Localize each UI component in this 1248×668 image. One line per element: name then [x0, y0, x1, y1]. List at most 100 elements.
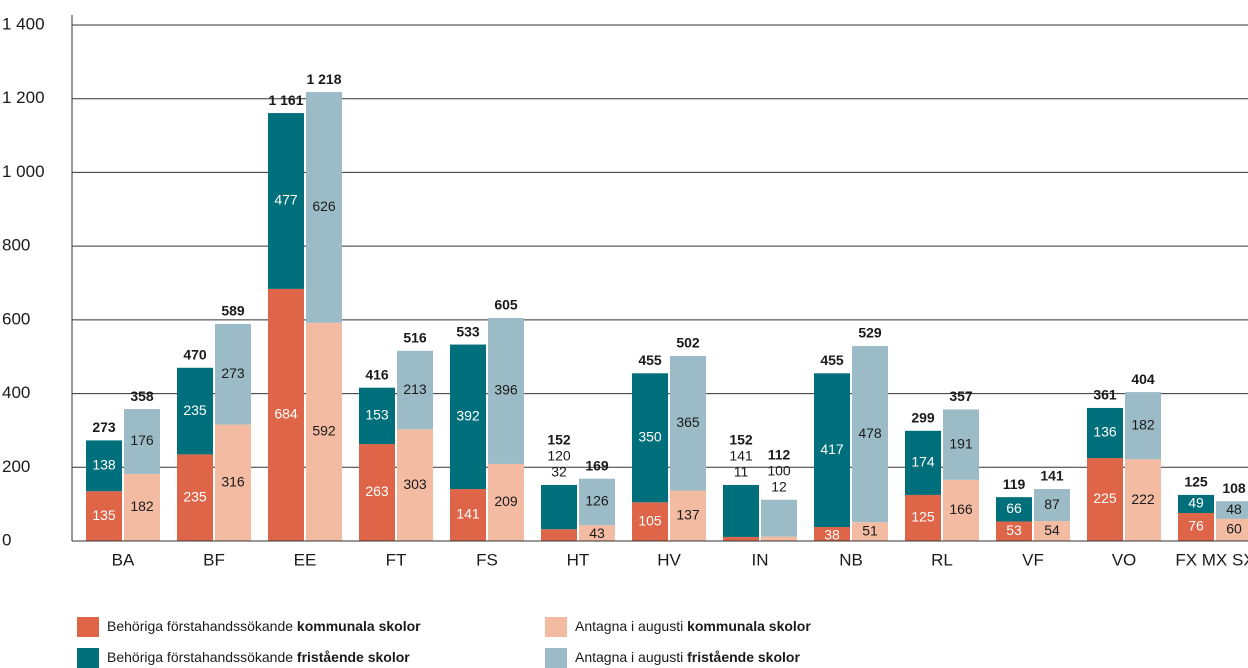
data-label: 100: [767, 462, 791, 478]
data-label: 76: [1188, 518, 1204, 534]
bar-segment: [632, 373, 668, 503]
data-label: 136: [1093, 424, 1117, 440]
x-tick-label: HV: [657, 550, 681, 569]
bar-segment: [579, 478, 615, 526]
x-tick-label: HT: [567, 550, 590, 569]
bar-segment: [124, 473, 160, 541]
data-label: 51: [862, 522, 878, 538]
bar-segment: [852, 522, 888, 541]
data-label: 166: [949, 501, 973, 517]
total-label: 1 161: [268, 92, 303, 108]
bar-segment: [177, 367, 213, 455]
data-label: 137: [676, 506, 700, 522]
x-tick-label: FT: [386, 550, 407, 569]
bar-segment: [670, 490, 706, 541]
x-tick-label: BF: [203, 550, 225, 569]
total-label: 470: [183, 346, 207, 362]
x-tick-label: VO: [1112, 550, 1137, 569]
legend-label: Antagna i augusti kommunala skolor: [575, 618, 811, 634]
data-label: 141: [729, 448, 753, 464]
total-label: 455: [638, 352, 662, 368]
data-label: 153: [365, 407, 389, 423]
bar-segment: [905, 494, 941, 541]
bar-segment: [943, 479, 979, 541]
data-label: 213: [403, 381, 427, 397]
data-label: 66: [1006, 500, 1022, 516]
data-label: 48: [1226, 501, 1242, 517]
bar-segment: [1178, 512, 1214, 541]
bar-segment: [397, 429, 433, 541]
total-label: 358: [130, 388, 154, 404]
bar-segment: [943, 409, 979, 480]
total-label: 502: [676, 335, 700, 351]
data-label: 417: [820, 441, 844, 457]
bar-segment: [268, 288, 304, 541]
data-label: 125: [911, 509, 935, 525]
data-label: 478: [858, 425, 882, 441]
bar-segment: [488, 463, 524, 541]
bar-segment: [579, 525, 615, 541]
data-label: 105: [638, 512, 662, 528]
bar-segment: [996, 521, 1032, 541]
bar-segment: [1087, 458, 1123, 541]
bar-segment: [1178, 494, 1214, 513]
y-tick-label: 1 400: [2, 14, 45, 33]
bar-segment: [215, 323, 251, 425]
legend-swatch: [77, 617, 99, 637]
y-tick-label: 1 000: [2, 162, 45, 181]
bar-segment: [359, 387, 395, 445]
data-label: 350: [638, 429, 662, 445]
data-label: 49: [1188, 495, 1204, 511]
data-label: 32: [551, 464, 567, 480]
bar-segment: [1216, 518, 1248, 541]
data-label: 209: [494, 493, 518, 509]
total-label: 152: [547, 432, 571, 448]
x-tick-label: BA: [112, 550, 135, 569]
bar-segment: [1087, 407, 1123, 459]
data-label: 11: [734, 464, 749, 480]
bar-segment: [1125, 392, 1161, 460]
legend-swatch: [545, 617, 567, 637]
bar-segment: [488, 318, 524, 464]
y-tick-label: 1 200: [2, 88, 45, 107]
bar-segment: [397, 350, 433, 430]
total-label: 1 218: [306, 71, 341, 87]
total-label: 119: [1003, 476, 1026, 492]
legend-swatch: [77, 648, 99, 668]
total-label: 112: [768, 446, 791, 462]
bar-segment: [124, 409, 160, 474]
data-label: 222: [1131, 491, 1155, 507]
x-tick-label: VF: [1022, 550, 1044, 569]
bar-segment: [814, 526, 850, 541]
bar-segment: [632, 502, 668, 541]
data-label: 182: [1131, 416, 1155, 432]
bar-segment: [905, 430, 941, 495]
total-label: 273: [92, 419, 116, 435]
x-tick-label: NB: [839, 550, 863, 569]
data-label: 477: [274, 192, 298, 208]
bar-segment: [723, 484, 759, 537]
legend-label: Behöriga förstahandssökande fristående s…: [107, 649, 410, 665]
total-label: 169: [585, 457, 609, 473]
total-label: 108: [1222, 480, 1246, 496]
total-label: 416: [365, 366, 389, 382]
bar-segment: [450, 489, 486, 541]
total-label: 533: [456, 323, 480, 339]
bar-segment: [1125, 459, 1161, 541]
data-label: 38: [824, 527, 840, 543]
bar-segment: [723, 536, 759, 541]
total-label: 605: [494, 297, 518, 313]
total-label: 516: [403, 330, 427, 346]
legend-label: Behöriga förstahandssökande kommunala sk…: [107, 618, 421, 634]
bar-segment: [541, 529, 577, 541]
bar-segment: [1034, 521, 1070, 541]
bar-segment: [852, 346, 888, 523]
data-label: 392: [456, 407, 480, 423]
data-label: 626: [312, 198, 336, 214]
bar-segment: [86, 440, 122, 492]
bar-segment: [215, 424, 251, 541]
bar-segment: [177, 454, 213, 541]
legend-swatch: [545, 648, 567, 668]
data-label: 592: [312, 423, 336, 439]
